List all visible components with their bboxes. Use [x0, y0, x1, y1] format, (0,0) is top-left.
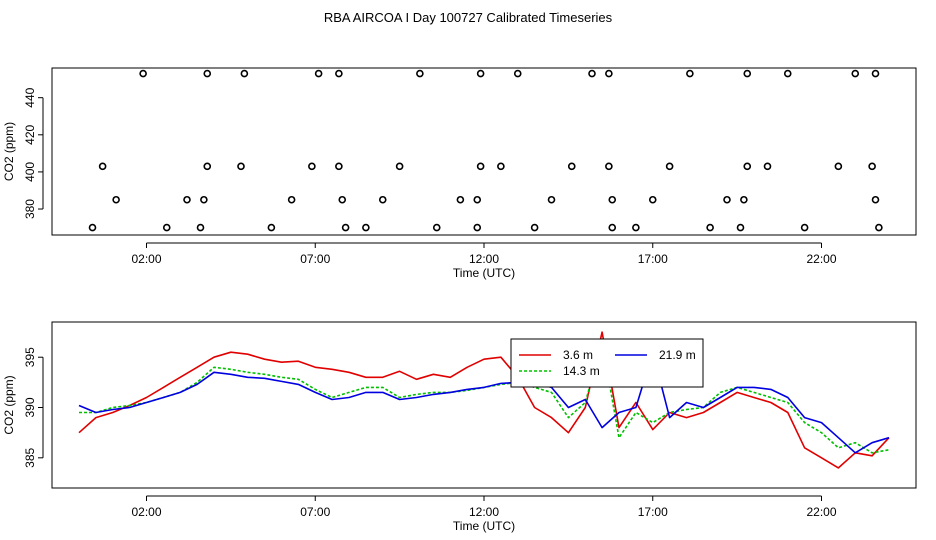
y-tick-label: 380 — [23, 199, 37, 219]
flag-point — [800, 223, 809, 232]
flag-point — [497, 162, 505, 171]
flag-point — [183, 195, 191, 204]
x-tick-label: 12:00 — [469, 505, 499, 519]
x-axis-label: Time (UTC) — [453, 266, 515, 280]
flag-point — [871, 69, 880, 78]
flag-point — [783, 69, 792, 78]
flag-point — [362, 223, 370, 232]
flag-point — [648, 195, 657, 204]
y-tick-label: 420 — [23, 124, 37, 144]
x-tick-label: 22:00 — [806, 252, 836, 266]
flag-point — [743, 69, 752, 78]
flag-point — [834, 162, 843, 171]
x-tick-label: 07:00 — [300, 505, 330, 519]
legend: 3.6 m 14.3 m 21.9 m — [510, 338, 704, 388]
flag-point — [473, 195, 482, 204]
flag-point — [473, 223, 482, 232]
flag-point — [513, 69, 522, 78]
panel-bottom: 02:00 07:00 12:00 17:00 22:00 Time (UTC) 385 39… — [2, 321, 917, 533]
y-tick-label: 400 — [23, 162, 37, 182]
chart-title: RBA AIRCOA I Day 100727 Calibrated Times… — [324, 10, 613, 25]
flag-point — [98, 162, 107, 171]
y-axis-label: CO2 (ppm) — [2, 375, 16, 434]
flag-point — [203, 69, 212, 78]
flag-point — [237, 162, 245, 171]
flag-point — [162, 223, 171, 232]
flag-point — [588, 69, 596, 78]
x-tick-label: 02:00 — [131, 252, 161, 266]
panel-top: 02:00 07:00 12:00 17:00 22:00 Time (UTC) 380 40… — [2, 67, 917, 280]
y-tick-label: 390 — [23, 397, 37, 417]
legend-label: 3.6 m — [563, 348, 593, 362]
flag-point — [706, 223, 714, 232]
x-tick-label: 12:00 — [469, 252, 499, 266]
flag-point — [530, 223, 539, 232]
flag-point — [335, 69, 343, 78]
flag-point — [851, 69, 860, 78]
x-tick-label: 22:00 — [806, 505, 836, 519]
flag-point — [378, 195, 387, 204]
flag-point — [196, 223, 205, 232]
y-tick-label: 440 — [23, 87, 37, 107]
flag-point — [335, 162, 343, 171]
flag-point — [868, 162, 876, 171]
flag-point — [200, 195, 208, 204]
flag-point — [723, 195, 731, 204]
flag-point — [608, 223, 617, 232]
flag-point — [476, 162, 485, 171]
flag-point — [665, 162, 674, 171]
flag-point — [416, 69, 424, 78]
flag-point — [240, 69, 249, 78]
x-axis-label: Time (UTC) — [453, 519, 515, 533]
flag-point — [338, 195, 347, 204]
flag-point — [476, 69, 485, 78]
flag-point — [736, 223, 745, 232]
flag-point — [88, 223, 97, 232]
flag-point — [341, 223, 350, 232]
flag-point — [432, 223, 441, 232]
flag-point — [203, 162, 212, 171]
y-axis-label: CO2 (ppm) — [2, 122, 16, 181]
flag-point — [740, 195, 748, 204]
flag-point — [608, 195, 617, 204]
flag-point — [632, 223, 640, 232]
flag-point — [314, 69, 323, 78]
flag-point — [686, 69, 694, 78]
legend-frame — [510, 338, 704, 388]
flag-point — [112, 195, 120, 204]
x-tick-label: 17:00 — [638, 252, 668, 266]
flag-point — [547, 195, 556, 204]
flag-point — [287, 195, 296, 204]
legend-label: 14.3 m — [563, 364, 600, 378]
flag-point — [763, 162, 772, 171]
x-tick-label: 17:00 — [638, 505, 668, 519]
flag-point — [308, 162, 316, 171]
flag-point — [567, 162, 576, 171]
series-line — [78, 351, 890, 454]
y-tick-label: 395 — [23, 347, 37, 367]
x-tick-label: 07:00 — [300, 252, 330, 266]
flag-point — [605, 162, 613, 171]
plot-frame — [51, 321, 917, 489]
x-tick-label: 02:00 — [131, 505, 161, 519]
flag-point — [267, 223, 276, 232]
legend-label: 21.9 m — [659, 348, 696, 362]
plot-frame — [51, 67, 917, 236]
y-tick-label: 385 — [23, 447, 37, 467]
flag-point — [395, 162, 404, 171]
flag-point — [871, 195, 880, 204]
flag-point — [605, 69, 613, 78]
series-line — [78, 331, 890, 469]
flag-point — [743, 162, 752, 171]
flag-point — [875, 223, 883, 232]
flag-point — [139, 69, 147, 78]
flag-point — [456, 195, 465, 204]
